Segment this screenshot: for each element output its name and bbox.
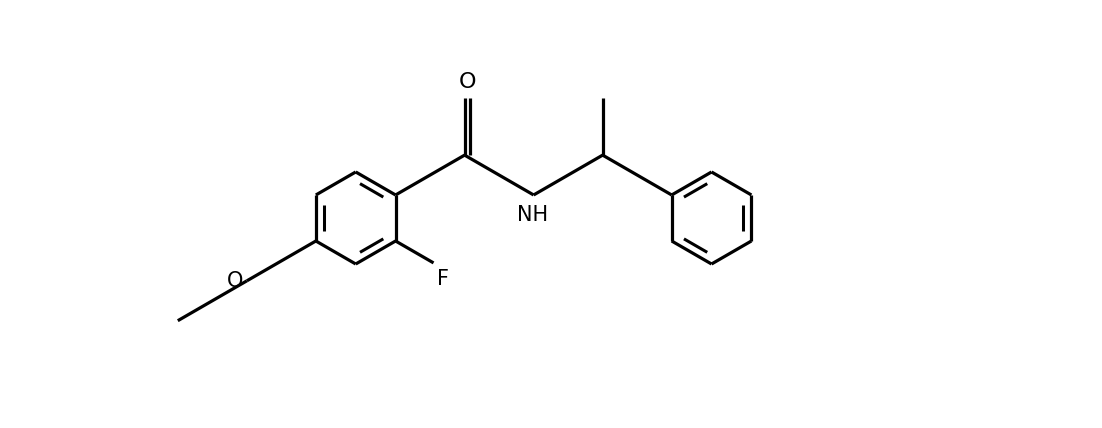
Text: O: O [458,72,476,92]
Text: O: O [227,271,242,291]
Text: NH: NH [517,205,549,225]
Text: F: F [436,269,449,289]
